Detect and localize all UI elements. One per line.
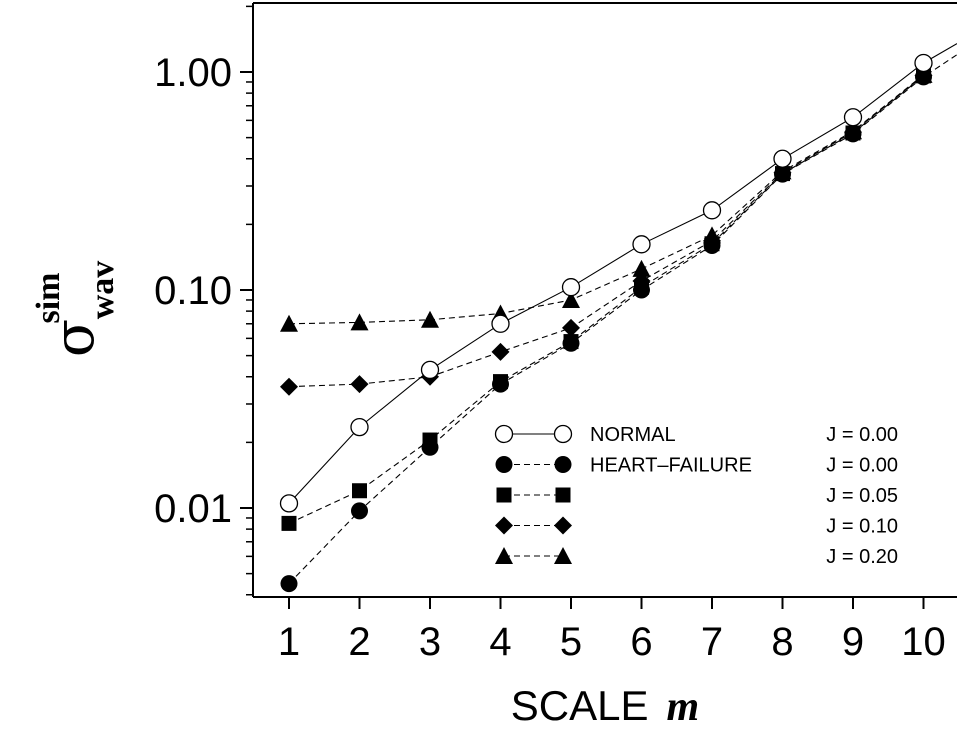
legend: NORMAL J = 0.00 HEART–FAILURE J = 0.00 J = 0…	[494, 424, 898, 568]
legend-marker	[554, 516, 572, 535]
legend-entry-5: J = 0.20	[495, 546, 898, 568]
y-tick-label: 0.01	[154, 487, 232, 531]
x-tick-label: 10	[901, 620, 946, 664]
data-point	[632, 259, 651, 277]
legend-param: J = 0.05	[826, 485, 898, 507]
data-point	[774, 165, 791, 183]
data-point	[280, 377, 298, 396]
data-point	[632, 235, 651, 254]
data-point	[843, 108, 863, 127]
legend-marker	[554, 547, 572, 564]
series-line	[288, 74, 924, 325]
data-point	[491, 314, 510, 333]
data-point	[350, 417, 369, 437]
x-tick-label: 8	[771, 620, 793, 664]
legend-marker	[496, 487, 512, 503]
legend-label: HEART–FAILURE	[590, 455, 752, 477]
x-axis-label-text: SCALE	[511, 682, 649, 729]
y-axis: 0.01 0.10 1.00	[154, 5, 253, 596]
x-axis-label: SCALE m	[511, 682, 699, 730]
data-point	[281, 515, 297, 531]
legend-marker	[495, 456, 513, 473]
series-5	[280, 65, 933, 332]
data-point	[421, 438, 439, 456]
data-point	[844, 125, 862, 143]
legend-marker	[554, 456, 572, 473]
legend-entry-1: NORMAL J = 0.00	[494, 424, 898, 446]
y-tick-label: 0.10	[154, 269, 232, 313]
data-point	[915, 68, 932, 86]
x-tick-label: 1	[278, 620, 300, 664]
legend-marker	[495, 516, 513, 535]
x-tick-label: 9	[842, 620, 864, 664]
x-axis: 1 2 3 4 5 6 7 8 9 10	[278, 597, 946, 664]
data-point	[561, 278, 581, 297]
legend-entry-2: HEART–FAILURE J = 0.00	[495, 455, 898, 477]
series-4	[280, 66, 933, 396]
data-point	[914, 53, 933, 73]
data-point	[420, 360, 440, 380]
data-point	[633, 281, 650, 299]
data-point	[491, 342, 510, 361]
series-1	[279, 43, 957, 513]
legend-param: J = 0.10	[826, 516, 898, 538]
y-tick-label: 1.00	[154, 51, 232, 95]
data-point	[350, 313, 369, 331]
legend-marker	[494, 424, 514, 444]
legend-marker	[495, 547, 513, 564]
x-tick-label: 5	[560, 620, 582, 664]
y-axis-label-subscript: wav	[84, 261, 121, 320]
data-point	[421, 310, 439, 328]
y-axis-label-superscript: sim	[30, 273, 67, 324]
legend-param: J = 0.00	[826, 424, 898, 446]
series-line	[288, 74, 924, 388]
data-point	[702, 201, 722, 220]
data-point	[280, 314, 298, 332]
x-tick-label: 4	[489, 620, 511, 664]
x-axis-label-variable: m	[667, 684, 700, 730]
legend-entry-3: J = 0.05	[496, 485, 898, 507]
y-axis-label-symbol: σ	[42, 319, 107, 357]
x-tick-label: 3	[419, 620, 441, 664]
legend-param: J = 0.20	[826, 546, 898, 568]
data-point	[350, 375, 369, 394]
legend-entry-4: J = 0.10	[495, 516, 898, 538]
legend-label: NORMAL	[590, 424, 676, 446]
legend-param: J = 0.00	[826, 455, 898, 477]
legend-marker	[555, 487, 571, 503]
data-point	[562, 290, 580, 308]
legend-marker	[553, 424, 573, 444]
data-point	[352, 483, 367, 499]
data-point	[492, 375, 509, 393]
data-point	[703, 237, 721, 255]
data-point	[562, 334, 580, 352]
x-tick-label: 7	[701, 620, 723, 664]
x-tick-label: 2	[348, 620, 370, 664]
data-point	[562, 318, 580, 337]
series-2	[280, 54, 957, 593]
x-tick-label: 6	[630, 620, 652, 664]
data-point	[351, 502, 368, 520]
data-point	[279, 494, 299, 513]
series-line	[288, 75, 924, 524]
data-point	[280, 575, 298, 593]
data-point	[773, 149, 792, 168]
y-axis-label: σ wav sim	[30, 261, 121, 357]
series-layer	[279, 43, 957, 593]
